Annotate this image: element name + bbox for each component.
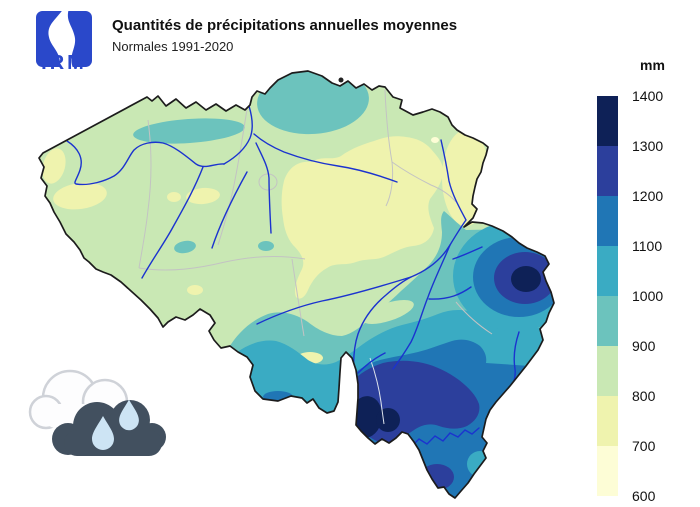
legend-tick: 1300 [632,138,664,154]
province-borders [138,89,493,425]
legend-band [597,146,618,196]
legend-tick: 600 [632,488,656,504]
legend-band [597,346,618,396]
legend-band [597,196,618,246]
enclave-dot [338,77,344,83]
legend-tick: 1100 [632,238,663,254]
country-outline [38,70,555,499]
legend-tick: 1200 [632,188,664,204]
legend-band [597,446,618,496]
legend-tick: 700 [632,438,656,454]
legend-tick: 1000 [632,288,664,304]
legend-band [597,246,618,296]
legend-band [597,296,618,346]
legend-tick: 900 [632,338,656,354]
legend-unit-label: mm [640,57,665,73]
legend-tick: 800 [632,388,656,404]
rivers [66,105,520,450]
legend-color-bar [597,96,618,496]
raindrop-icon [92,399,139,450]
page-subtitle: Normales 1991-2020 [112,39,234,54]
irm-logo [36,11,92,67]
legend-tick: 1400 [632,88,664,104]
page-title: Quantités de précipitations annuelles mo… [112,17,458,34]
irm-logo-text: IRM [41,52,87,74]
rain-cloud-icon [28,369,166,456]
legend-band [597,96,618,146]
legend-band [597,396,618,446]
